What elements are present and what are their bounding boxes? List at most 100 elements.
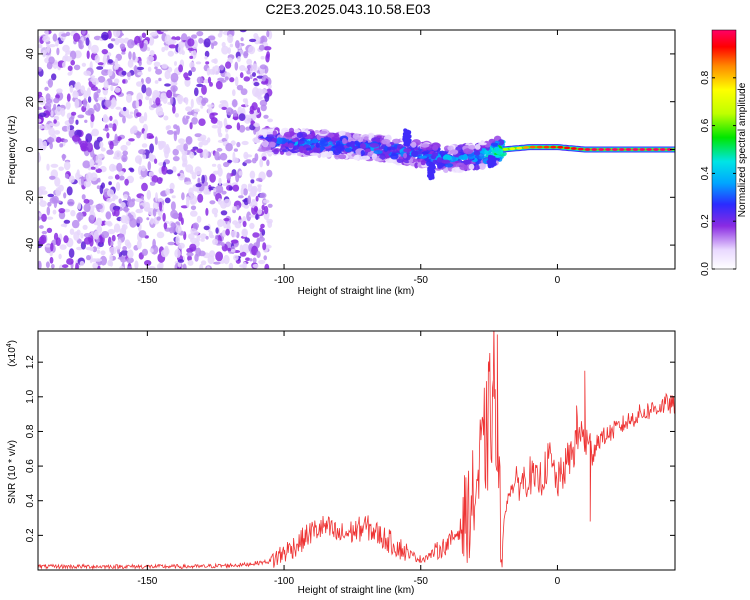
noise-speckle: [256, 239, 260, 248]
noise-speckle: [211, 207, 219, 215]
noise-speckle: [226, 107, 234, 116]
noise-speckle: [212, 66, 216, 75]
noise-speckle: [50, 264, 55, 269]
noise-speckle: [249, 214, 256, 218]
noise-speckle: [81, 30, 86, 35]
ridge-core: [652, 148, 659, 151]
ridge-blob: [463, 148, 474, 155]
noise-speckle: [126, 114, 133, 119]
ridge-blob: [289, 131, 295, 137]
noise-speckle: [97, 62, 104, 66]
ridge-blob: [360, 155, 371, 161]
noise-speckle: [83, 70, 92, 76]
noise-speckle: [239, 244, 244, 253]
noise-speckle: [172, 86, 176, 97]
noise-speckle: [141, 248, 148, 256]
ridge-core: [529, 145, 536, 149]
ridge-blob: [378, 146, 383, 150]
ridge-blob: [314, 130, 320, 134]
noise-speckle: [245, 126, 251, 131]
noise-speckle: [187, 38, 195, 47]
noise-speckle: [246, 58, 253, 65]
spectrogram-y-tick-label: 40: [25, 48, 36, 60]
noise-speckle: [67, 72, 72, 76]
noise-speckle: [263, 255, 268, 261]
noise-speckle: [189, 243, 197, 252]
ridge-blob: [344, 147, 353, 153]
ridge-blob: [298, 147, 308, 154]
noise-speckle: [196, 96, 203, 104]
ridge-streak: [487, 164, 492, 169]
noise-speckle: [167, 50, 174, 57]
noise-speckle: [261, 76, 266, 82]
noise-speckle: [262, 242, 267, 251]
ridge-blob: [459, 164, 469, 171]
ridge-blob: [479, 163, 486, 170]
noise-speckle: [47, 193, 55, 198]
noise-speckle: [38, 152, 41, 162]
noise-speckle: [68, 175, 75, 183]
noise-speckle: [190, 98, 194, 109]
noise-speckle: [67, 198, 75, 207]
noise-speckle: [160, 30, 169, 33]
noise-speckle: [127, 249, 134, 259]
noise-speckle: [84, 236, 92, 245]
ridge-core: [543, 145, 550, 149]
noise-speckle: [95, 217, 103, 227]
noise-speckle: [109, 246, 117, 255]
noise-speckle: [244, 154, 253, 158]
noise-speckle: [104, 221, 109, 226]
noise-speckle: [250, 187, 257, 196]
noise-speckle: [90, 166, 96, 170]
noise-speckle: [257, 107, 261, 114]
noise-speckle: [148, 171, 154, 177]
noise-speckle: [215, 227, 219, 234]
noise-speckle: [223, 254, 230, 265]
noise-speckle: [178, 242, 185, 249]
noise-speckle: [173, 81, 178, 86]
noise-speckle: [211, 163, 217, 167]
noise-speckle: [258, 44, 265, 51]
noise-speckle: [219, 64, 224, 71]
noise-speckle: [228, 262, 234, 269]
noise-speckle: [149, 248, 154, 253]
noise-speckle: [243, 114, 251, 124]
noise-speckle: [73, 64, 81, 71]
ridge-blob: [389, 146, 396, 150]
noise-speckle: [264, 92, 270, 102]
noise-speckle: [41, 213, 47, 222]
noise-speckle: [111, 197, 116, 202]
noise-speckle: [194, 253, 199, 262]
noise-speckle: [156, 177, 163, 184]
noise-speckle: [160, 249, 169, 258]
ridge-blob: [320, 151, 327, 158]
noise-speckle: [93, 104, 97, 111]
noise-speckle: [38, 96, 46, 106]
noise-speckle: [102, 128, 110, 132]
ridge-blob: [421, 151, 429, 155]
noise-speckle: [253, 35, 261, 45]
noise-speckle: [155, 97, 161, 106]
noise-speckle: [238, 113, 246, 121]
noise-speckle: [53, 103, 57, 111]
noise-speckle: [63, 219, 71, 224]
noise-speckle: [105, 211, 112, 220]
snr-y-tick-label: 0.4: [25, 493, 36, 507]
spectrogram-y-tick-label: -20: [25, 190, 36, 205]
noise-speckle: [215, 80, 223, 90]
noise-speckle: [257, 208, 262, 215]
noise-speckle: [219, 152, 228, 161]
noise-speckle: [39, 225, 44, 229]
noise-speckle: [147, 66, 152, 72]
noise-speckle: [52, 209, 57, 215]
noise-speckle: [189, 122, 193, 130]
noise-speckle: [143, 130, 147, 140]
noise-speckle: [232, 157, 239, 164]
snr-multiplier: (x104): [6, 340, 18, 367]
noise-speckle: [118, 38, 126, 44]
noise-speckle: [215, 251, 224, 262]
noise-speckle: [217, 163, 222, 170]
noise-speckle: [120, 249, 129, 256]
noise-speckle: [63, 192, 67, 199]
noise-speckle: [219, 120, 223, 129]
